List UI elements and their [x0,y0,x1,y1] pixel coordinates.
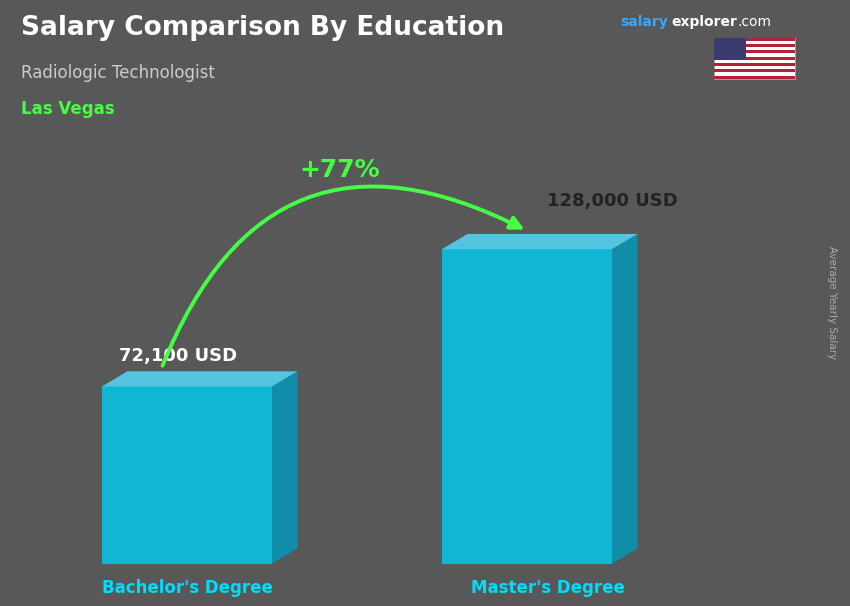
Text: Las Vegas: Las Vegas [21,100,115,118]
Text: explorer: explorer [672,15,737,29]
Polygon shape [714,63,795,66]
Polygon shape [442,249,612,564]
Polygon shape [714,44,795,47]
Polygon shape [442,234,638,249]
Polygon shape [612,234,638,564]
Text: Master's Degree: Master's Degree [471,579,626,597]
Polygon shape [714,56,795,60]
Polygon shape [714,69,795,73]
Polygon shape [714,76,795,79]
Text: salary: salary [620,15,668,29]
Text: Salary Comparison By Education: Salary Comparison By Education [21,15,504,41]
Polygon shape [714,38,795,41]
Text: 128,000 USD: 128,000 USD [547,191,677,210]
Polygon shape [102,387,272,564]
Text: .com: .com [738,15,772,29]
Text: Bachelor's Degree: Bachelor's Degree [101,579,273,597]
Polygon shape [102,371,298,387]
Polygon shape [272,371,298,564]
Polygon shape [714,38,795,79]
Polygon shape [714,38,746,60]
Text: +77%: +77% [300,158,380,182]
Text: Average Yearly Salary: Average Yearly Salary [827,247,837,359]
Text: 72,100 USD: 72,100 USD [120,347,237,365]
Text: Radiologic Technologist: Radiologic Technologist [21,64,215,82]
Polygon shape [714,50,795,53]
